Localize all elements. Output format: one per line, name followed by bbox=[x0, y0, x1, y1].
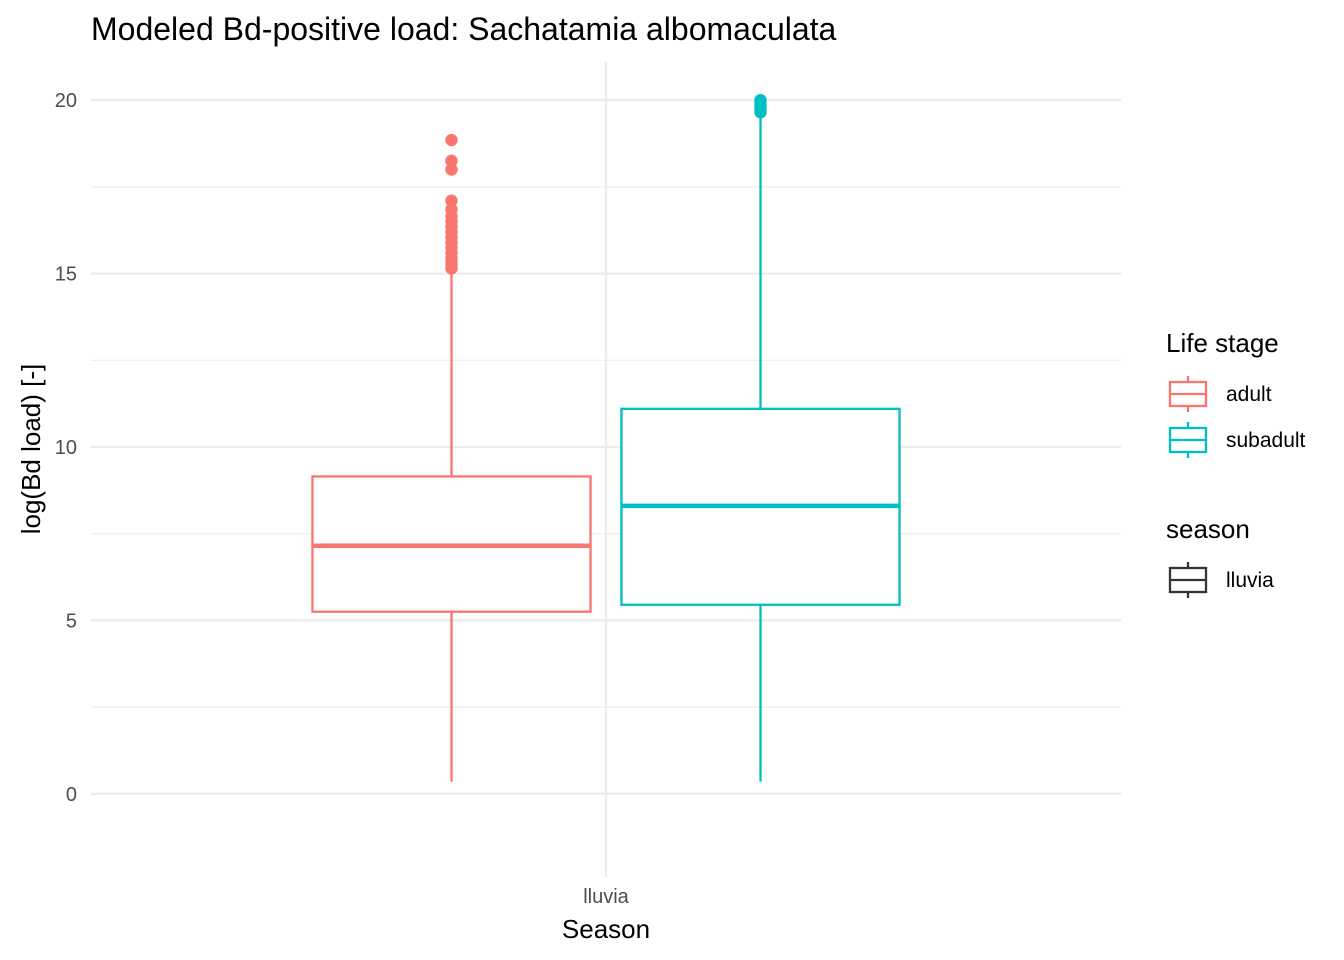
legend-label: subadult bbox=[1226, 429, 1306, 452]
legend-title: season bbox=[1166, 514, 1250, 544]
y-tick-label: 15 bbox=[55, 264, 77, 286]
grid-lines bbox=[91, 62, 1121, 877]
box-subadult bbox=[620, 93, 901, 782]
x-axis-ticks: lluvia bbox=[583, 886, 629, 908]
outlier-point bbox=[445, 163, 458, 176]
outlier-point bbox=[445, 154, 458, 168]
y-tick-label: 20 bbox=[55, 90, 77, 112]
x-tick-label: lluvia bbox=[583, 886, 629, 908]
outlier-point bbox=[445, 203, 458, 216]
y-tick-label: 5 bbox=[66, 610, 77, 632]
x-axis-label: Season bbox=[562, 914, 650, 944]
legend-title: Life stage bbox=[1166, 328, 1279, 358]
legend-label: lluvia bbox=[1226, 569, 1274, 592]
y-axis-label: log(Bd load) [-] bbox=[16, 364, 46, 535]
y-axis-ticks: 0 5 10 15 20 bbox=[55, 90, 77, 806]
legend-key-lluvia: lluvia bbox=[1168, 562, 1274, 598]
legend: Life stage adult subadult season lluvia bbox=[1166, 328, 1306, 598]
outlier-point bbox=[754, 93, 767, 107]
legend-key-adult: adult bbox=[1168, 376, 1272, 412]
outlier-point bbox=[445, 194, 458, 207]
box-adult bbox=[311, 133, 592, 782]
y-tick-label: 0 bbox=[66, 784, 77, 806]
legend-key-subadult: subadult bbox=[1168, 422, 1306, 458]
chart-title: Modeled Bd-positive load: Sachatamia alb… bbox=[91, 11, 837, 47]
y-tick-label: 10 bbox=[55, 437, 77, 459]
outlier-point bbox=[445, 133, 458, 147]
legend-label: adult bbox=[1226, 383, 1272, 406]
box-layer bbox=[311, 93, 901, 782]
